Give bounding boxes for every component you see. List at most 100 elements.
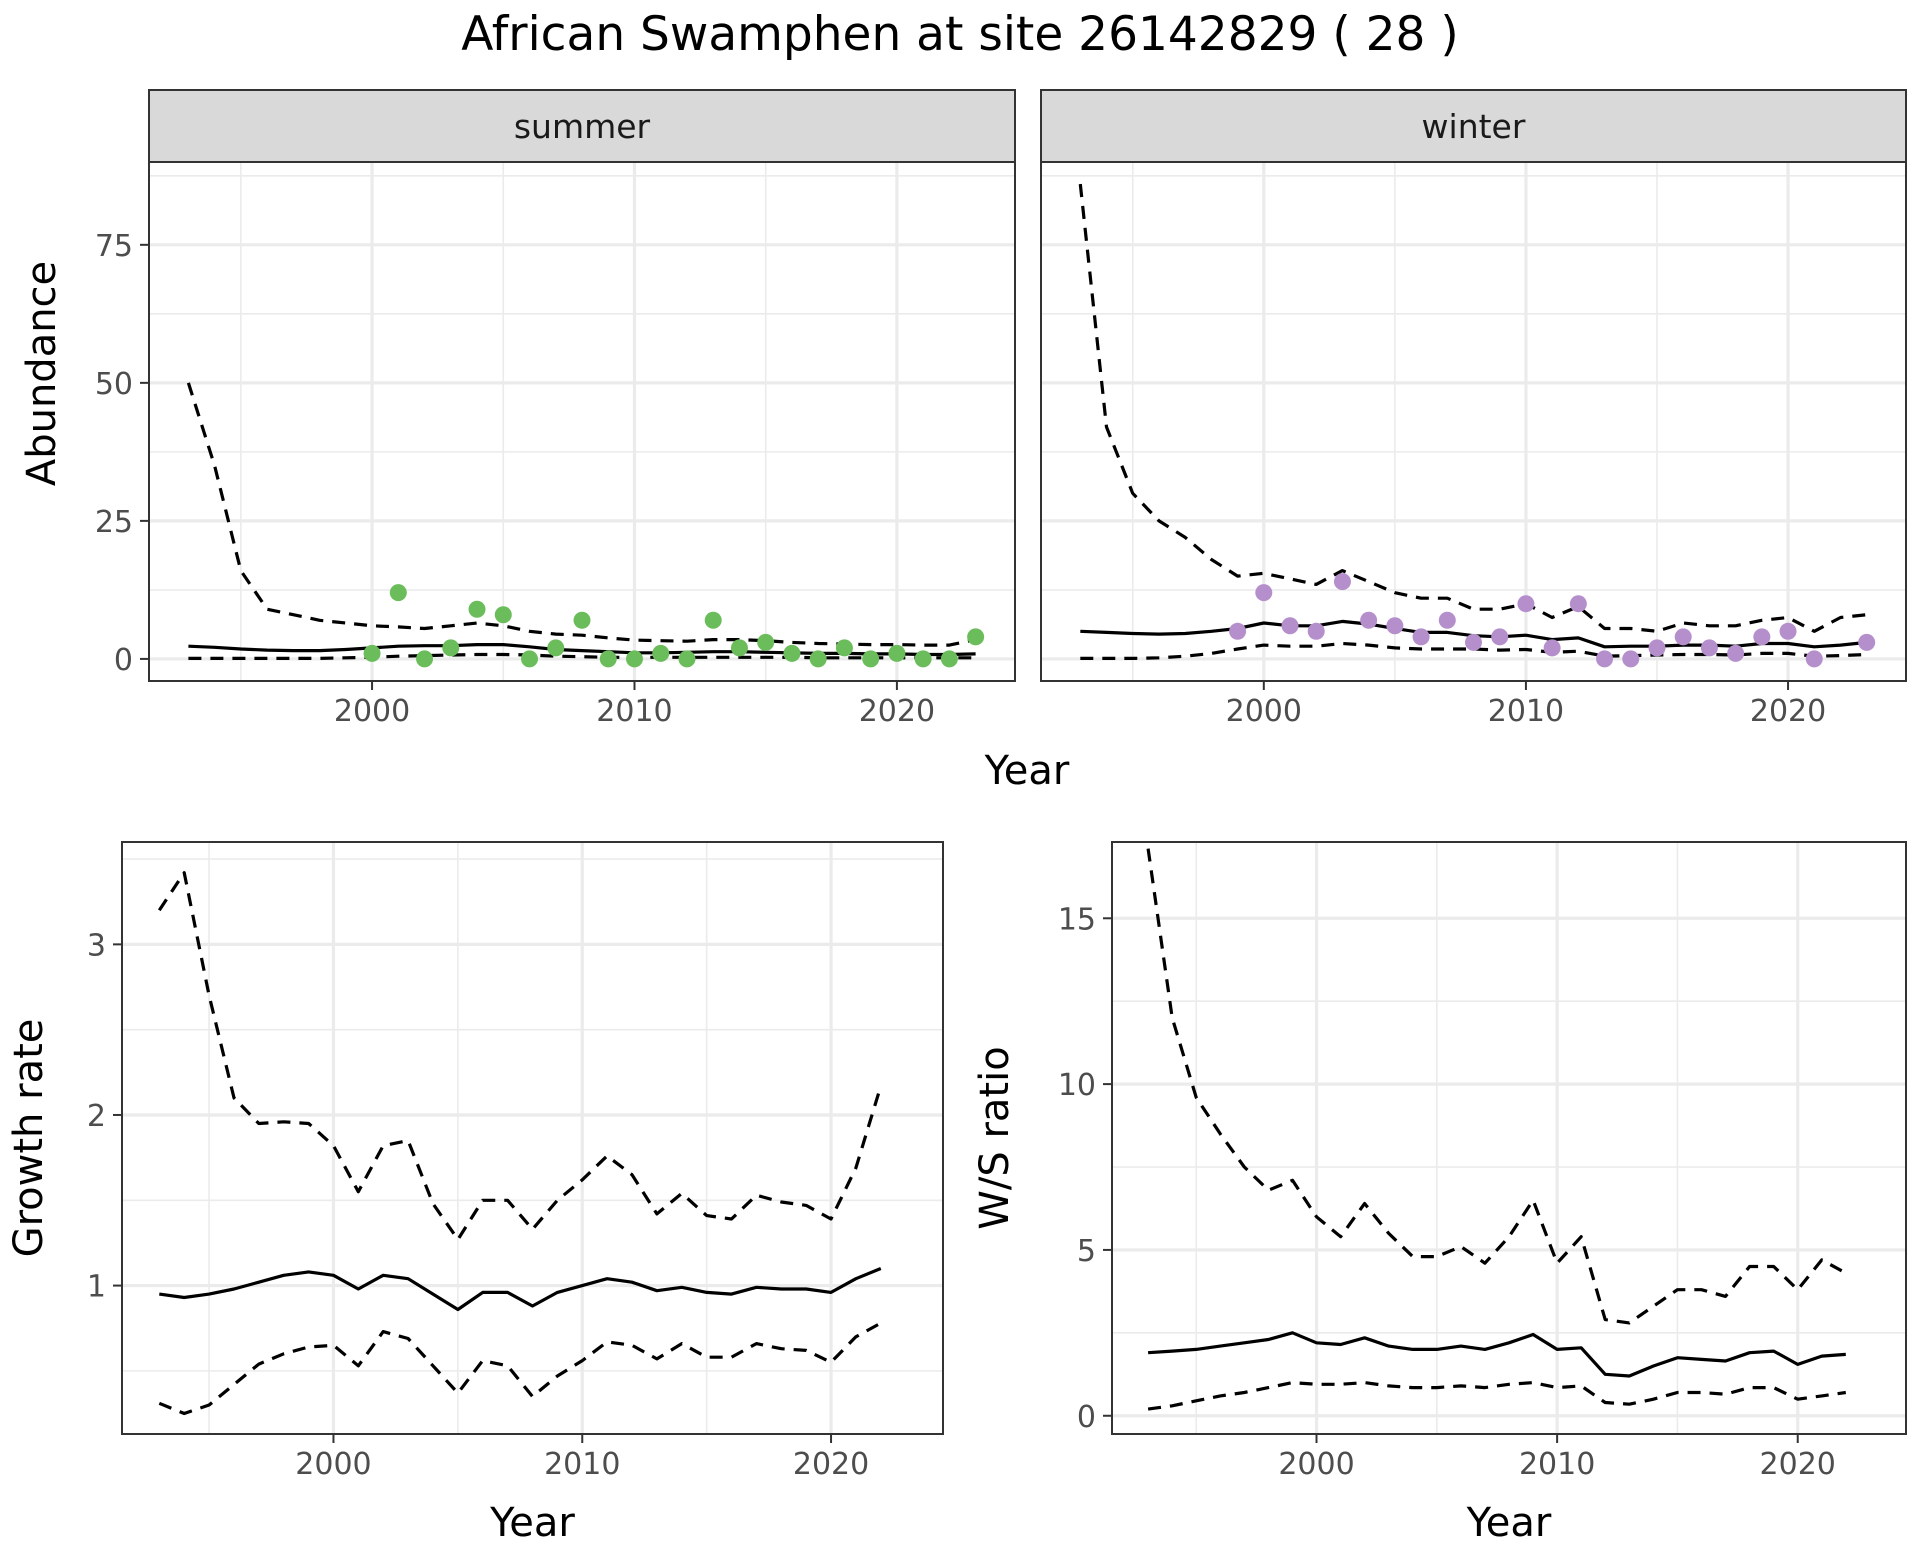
data-point — [625, 650, 643, 668]
panel-border — [1111, 841, 1907, 1435]
data-point — [494, 606, 512, 624]
y-tick-label: 50 — [95, 367, 133, 402]
ci-line-1 — [1146, 848, 1847, 1325]
y-tick-label: 10 — [1058, 1068, 1096, 1103]
ci-line-1 — [157, 871, 883, 1242]
data-point — [862, 650, 880, 668]
x-tick-label: 2020 — [793, 1447, 869, 1482]
data-point — [1438, 611, 1456, 629]
y-tick-label: 5 — [1077, 1234, 1096, 1269]
data-point — [1805, 650, 1823, 668]
data-point — [835, 639, 853, 657]
data-point — [1281, 617, 1299, 635]
x-tick-label: 2010 — [1519, 1447, 1595, 1482]
x-tick-label: 2020 — [859, 694, 935, 729]
data-point — [1753, 628, 1771, 646]
data-point — [1360, 611, 1378, 629]
x-tick-label: 2020 — [1750, 694, 1826, 729]
mean-line-0 — [159, 1267, 882, 1312]
data-point — [547, 639, 565, 657]
y-tick-label: 0 — [1077, 1400, 1096, 1435]
data-point — [363, 644, 381, 662]
ci-line-1 — [1078, 183, 1867, 633]
data-point — [1700, 639, 1718, 657]
panel-background — [122, 842, 943, 1434]
data-point — [967, 628, 985, 646]
y-axis-title: W/S ratio — [972, 1046, 1018, 1229]
data-point — [1622, 650, 1640, 668]
x-axis-title: Year — [984, 748, 1070, 794]
data-point — [809, 650, 827, 668]
y-tick-label: 15 — [1058, 902, 1096, 937]
panel-winter: winter 2000 2010 2020 Year — [984, 89, 1907, 794]
strip-label: winter — [1422, 107, 1526, 146]
data-point — [1465, 633, 1482, 651]
ci-line-2 — [1147, 1381, 1847, 1411]
x-tick-label: 2020 — [1760, 1447, 1836, 1482]
panel-background — [149, 162, 1015, 681]
data-point — [1858, 633, 1876, 651]
panel-border — [121, 841, 944, 1435]
data-point — [1255, 584, 1273, 602]
data-point — [442, 639, 460, 657]
data-point — [573, 611, 591, 629]
panel-growth: 2000 2010 2020 1 2 3 Year Growth rate — [6, 841, 944, 1546]
y-tick-label: 1 — [87, 1270, 106, 1305]
data-point — [1307, 622, 1325, 640]
chart-title: African Swamphen at site 26142829 ( 28 ) — [461, 7, 1459, 62]
data-point — [416, 650, 434, 668]
panel-background — [1041, 162, 1906, 681]
data-point — [1543, 639, 1561, 657]
y-axis-title: Abundance — [19, 261, 65, 486]
data-point — [1412, 628, 1430, 646]
y-tick-label: 75 — [95, 229, 133, 264]
data-point — [1674, 628, 1692, 646]
data-point — [1386, 617, 1404, 635]
data-point — [757, 633, 775, 651]
panel-background — [1112, 842, 1906, 1434]
strip-background — [1040, 89, 1907, 163]
y-tick-label: 2 — [87, 1099, 106, 1134]
data-point — [1333, 573, 1351, 591]
ci-line-2 — [158, 1321, 882, 1416]
data-point — [1727, 644, 1745, 662]
data-point — [599, 650, 617, 668]
x-axis-title: Year — [1466, 1500, 1552, 1546]
data-point — [1491, 628, 1509, 646]
y-tick-label: 3 — [87, 928, 106, 963]
data-point — [521, 650, 539, 668]
y-tick-label: 25 — [95, 505, 133, 540]
x-tick-label: 2000 — [334, 694, 410, 729]
x-tick-label: 2000 — [1278, 1447, 1354, 1482]
panel-ratio: 2000 2010 2020 0 5 10 15 Year W/S ratio — [972, 841, 1907, 1546]
y-axis-title: Growth rate — [6, 1019, 52, 1258]
data-point — [678, 650, 696, 668]
panel-summer: summer 2000 2010 2020 0 25 50 75 Abundance — [19, 89, 1016, 729]
strip-background — [148, 89, 1016, 163]
x-tick-label: 2010 — [596, 694, 672, 729]
data-point — [704, 611, 722, 629]
strip-label: summer — [514, 107, 651, 146]
data-point — [783, 644, 801, 662]
mean-line-0 — [1147, 1331, 1846, 1378]
data-point — [1569, 595, 1587, 613]
data-point — [1648, 639, 1666, 657]
data-point — [730, 639, 748, 657]
x-tick-label: 2010 — [544, 1447, 620, 1482]
data-point — [1517, 595, 1535, 613]
data-point — [1229, 622, 1247, 640]
data-point — [389, 584, 407, 602]
x-tick-label: 2000 — [295, 1447, 371, 1482]
x-tick-label: 2010 — [1488, 694, 1564, 729]
y-tick-label: 0 — [114, 643, 133, 678]
data-point — [1596, 650, 1614, 668]
data-point — [888, 644, 906, 662]
x-tick-label: 2000 — [1226, 694, 1302, 729]
data-point — [468, 600, 486, 618]
data-point — [940, 650, 958, 668]
data-point — [1779, 622, 1797, 640]
data-point — [652, 644, 670, 662]
data-point — [914, 650, 932, 668]
